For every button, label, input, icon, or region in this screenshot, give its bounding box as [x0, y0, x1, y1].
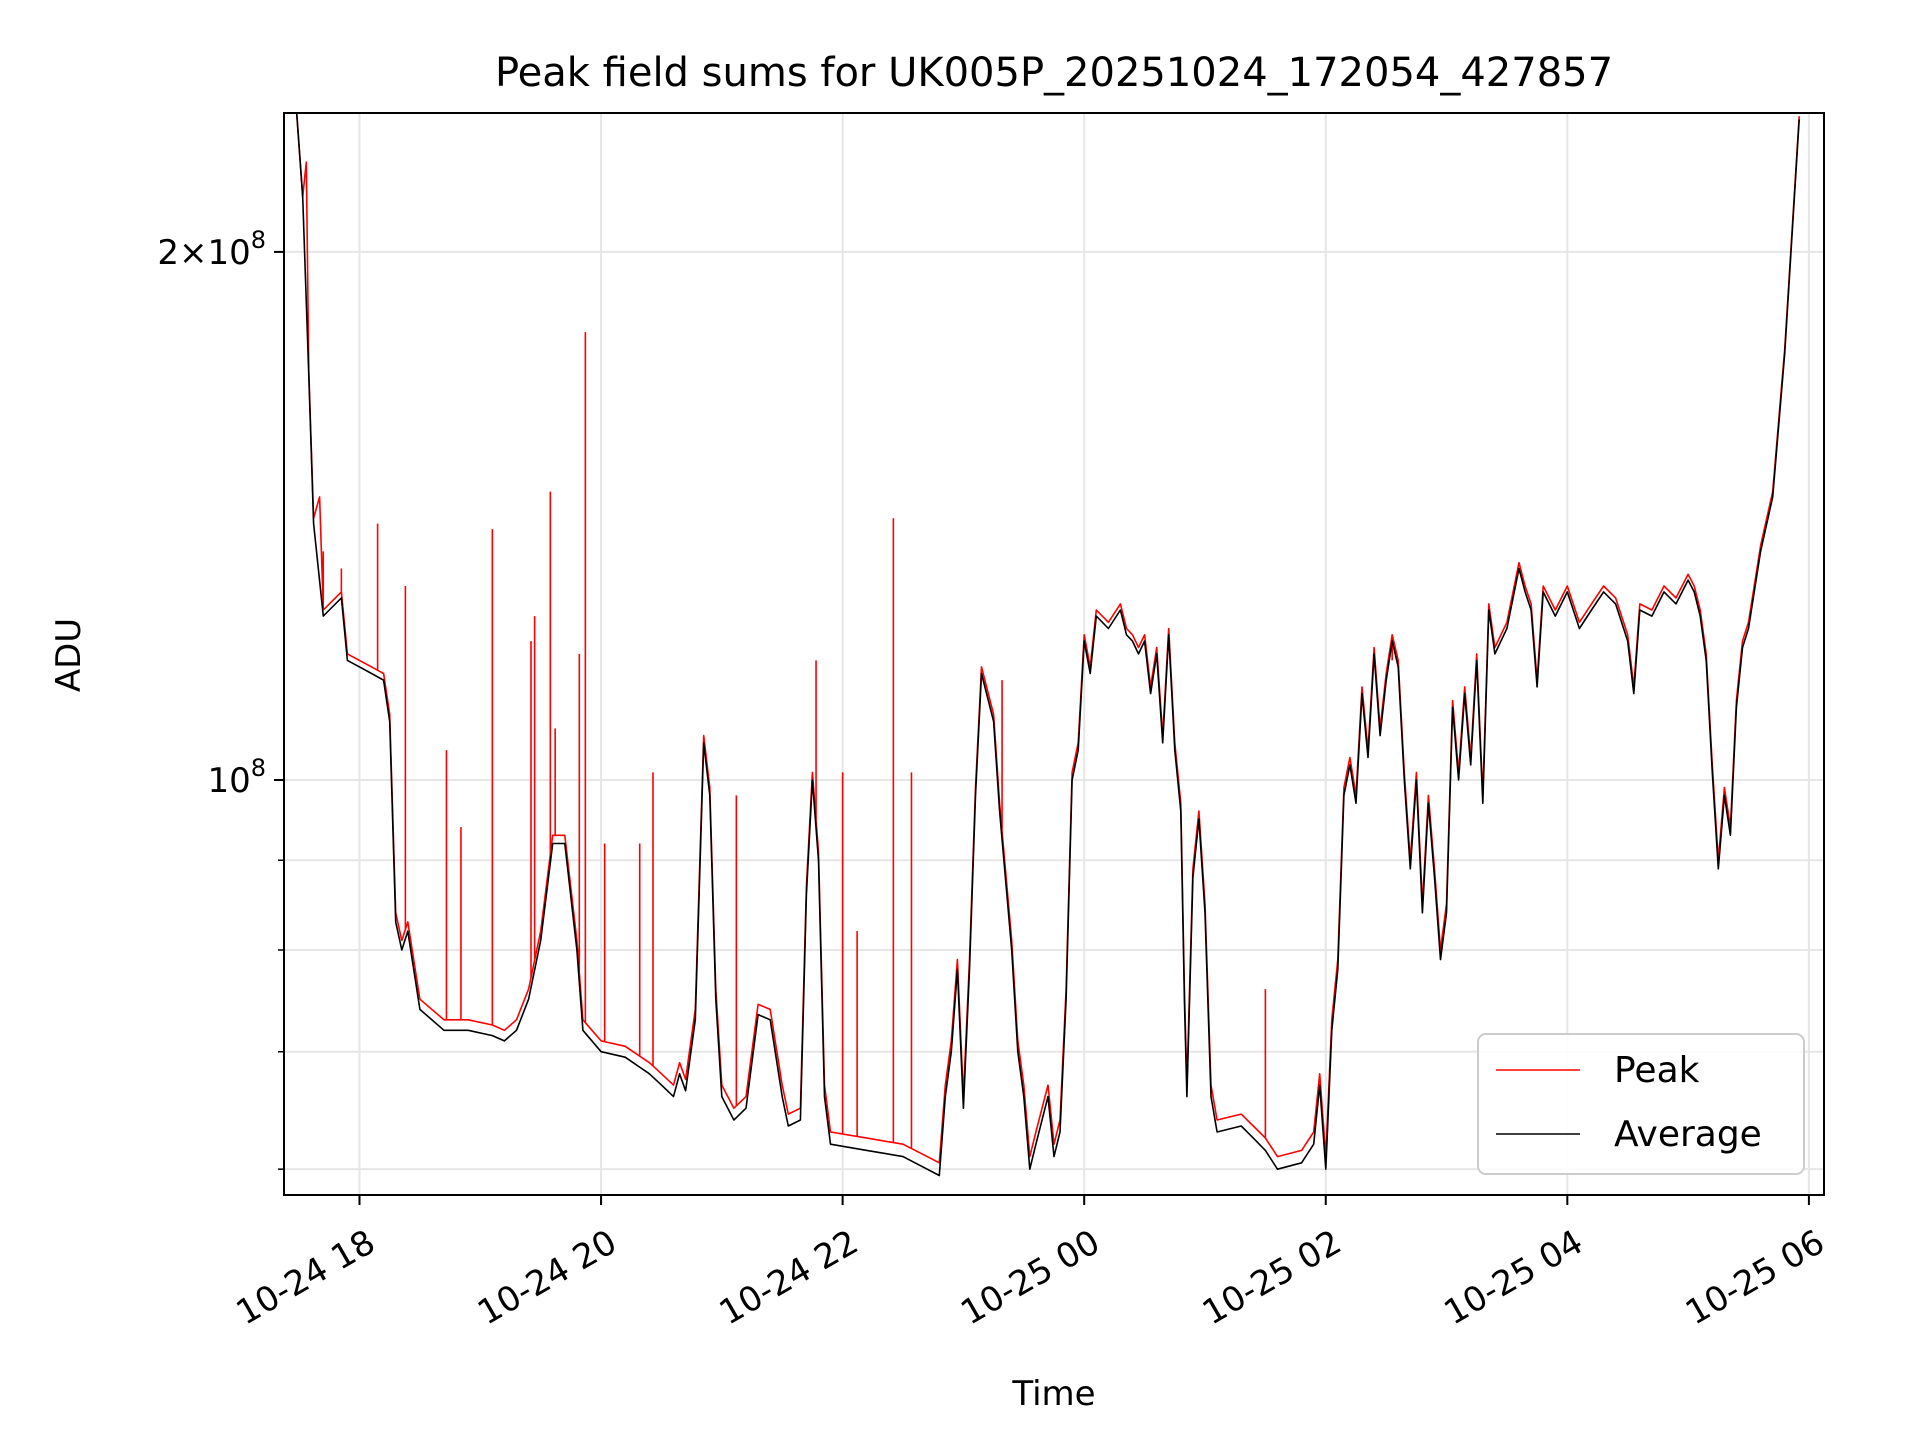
legend-average-label: Average [1614, 1114, 1762, 1155]
y-axis-label: ADU [49, 618, 89, 692]
x-axis-label: Time [1011, 1374, 1095, 1414]
chart-title: Peak field sums for UK005P_20251024_1720… [495, 50, 1613, 96]
y-tick-label: 108 [207, 754, 266, 801]
y-tick-label: 2×108 [157, 226, 266, 273]
y-axis: 108 2×108 [157, 226, 284, 1170]
plot-frame [283, 112, 1825, 1196]
series-layer [295, 112, 1800, 1177]
legend: Peak Average [1477, 1033, 1805, 1175]
legend-peak-label: Peak [1614, 1050, 1700, 1091]
plot-area [284, 113, 1824, 1195]
grid [284, 113, 1824, 1195]
series-line-average [295, 112, 1800, 1177]
legend-box [1477, 1033, 1805, 1175]
